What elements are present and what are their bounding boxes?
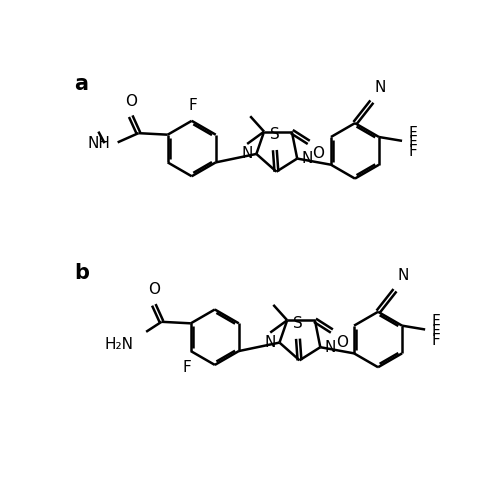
- Text: F: F: [407, 126, 416, 140]
- Text: a: a: [74, 74, 88, 94]
- Text: O: O: [147, 282, 160, 297]
- Text: S: S: [269, 128, 279, 142]
- Text: N: N: [241, 146, 252, 162]
- Text: O: O: [312, 146, 324, 161]
- Text: H₂N: H₂N: [104, 337, 134, 352]
- Text: F: F: [430, 324, 439, 338]
- Text: N: N: [324, 340, 335, 354]
- Text: N: N: [301, 151, 312, 166]
- Text: F: F: [407, 144, 416, 159]
- Text: NH: NH: [88, 136, 110, 152]
- Text: O: O: [124, 94, 137, 108]
- Text: N: N: [373, 80, 385, 94]
- Text: N: N: [264, 335, 275, 350]
- Text: O: O: [335, 335, 347, 350]
- Text: S: S: [292, 316, 302, 331]
- Text: F: F: [188, 98, 197, 113]
- Text: F: F: [430, 314, 439, 330]
- Text: b: b: [74, 262, 89, 282]
- Text: N: N: [396, 268, 408, 283]
- Text: F: F: [430, 333, 439, 348]
- Text: F: F: [182, 360, 191, 376]
- Text: F: F: [407, 135, 416, 150]
